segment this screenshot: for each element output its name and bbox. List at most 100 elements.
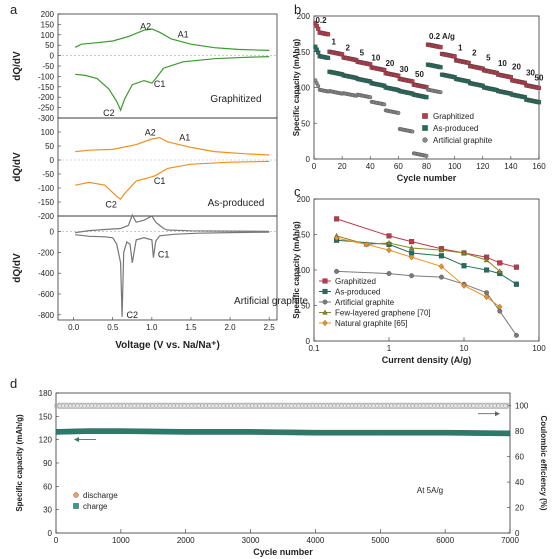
y-tick-label: -100 xyxy=(38,184,55,193)
data-point xyxy=(316,26,321,31)
data-point xyxy=(452,54,457,59)
series-line xyxy=(336,237,501,308)
y-tick-label: 180 xyxy=(39,389,53,398)
y-tick-label: 0 xyxy=(50,156,55,165)
x-axis-label: Cycle number xyxy=(397,173,457,183)
y-tick-label: 50 xyxy=(45,142,54,151)
legend-label: Graphitized xyxy=(335,277,376,286)
data-point xyxy=(386,271,392,277)
data-point xyxy=(513,281,519,287)
y-tick-label: 150 xyxy=(297,231,311,240)
y-tick-label: -200 xyxy=(38,248,55,257)
y-axis-label: Specific capacity (mAh/g) xyxy=(292,38,301,136)
data-point xyxy=(536,100,542,105)
x-tick-label: 160 xyxy=(532,162,546,171)
legend-label: discharge xyxy=(83,491,118,500)
dqdv-discharge-curve xyxy=(75,231,270,317)
subplot-label: Artificial graphite xyxy=(234,296,308,307)
plot-frame-d xyxy=(55,392,511,534)
data-point xyxy=(409,239,415,245)
y-tick-label: 100 xyxy=(41,31,55,40)
y-tick-label: -150 xyxy=(38,83,55,92)
peak-label-A1: A1 xyxy=(179,132,190,142)
subplot-label: Graphitized xyxy=(210,94,261,105)
y-tick-label: -200 xyxy=(38,93,55,102)
peak-label-A2: A2 xyxy=(140,21,151,31)
y-tick-label: -600 xyxy=(38,290,55,299)
data-point xyxy=(386,240,392,246)
dqdv-charge-curve xyxy=(75,136,270,156)
x-tick-label: 60 xyxy=(394,162,403,171)
subplot-label: As-produced xyxy=(208,198,265,209)
rate-label: 5 xyxy=(486,53,491,62)
data-point xyxy=(368,95,373,100)
x-axis-label: Current density (A/g) xyxy=(382,355,472,365)
data-point xyxy=(536,85,542,91)
data-point xyxy=(334,268,340,274)
x-tick-label: 20 xyxy=(338,162,347,171)
y-tick-label: -300 xyxy=(38,114,55,123)
dqdv-discharge-curve xyxy=(75,56,270,112)
x-tick-label: 7000 xyxy=(501,536,519,545)
y-tick-label: 30 xyxy=(43,506,52,515)
y-tick-label-right: 20 xyxy=(515,504,524,513)
y-tick-label: 150 xyxy=(39,412,53,421)
panel-label-d: d xyxy=(10,376,17,391)
rate-label: 50 xyxy=(415,70,424,79)
y-tick-label: 90 xyxy=(43,459,52,468)
rate-label: 0.2 xyxy=(315,16,327,25)
data-point xyxy=(438,65,443,70)
data-point xyxy=(497,260,503,266)
dqdv-charge-curve xyxy=(75,213,270,234)
x-tick-label: 100 xyxy=(448,162,462,171)
y-axis-label: Specific capacity (mAh/g) xyxy=(292,221,301,319)
data-point xyxy=(396,110,401,115)
legend-label: Natural graphite [65] xyxy=(335,319,408,328)
rate-label: 20 xyxy=(512,63,521,72)
legend-label: Artificial graphite xyxy=(433,136,493,145)
data-point xyxy=(497,303,503,311)
annotation: At 5A/g xyxy=(417,486,443,495)
dqdv-frame-2 xyxy=(57,215,278,321)
x-tick-label: 4000 xyxy=(307,536,325,545)
data-point xyxy=(363,241,370,248)
peak-label-C2: C2 xyxy=(127,310,139,320)
y-tick-label-right: 100 xyxy=(515,402,529,411)
y-tick-label: 150 xyxy=(297,48,311,57)
x-tick-label: 3000 xyxy=(242,536,260,545)
rate-label: 10 xyxy=(371,53,380,62)
legend-label: Few-layered graphene [70] xyxy=(335,309,431,318)
peak-label-C1: C1 xyxy=(158,250,170,260)
legend-marker xyxy=(322,309,328,315)
x-tick-label: 80 xyxy=(422,162,431,171)
x-tick-label: 1.0 xyxy=(146,323,158,332)
y-tick-label-right: 60 xyxy=(515,453,524,462)
x-tick-label: 1 xyxy=(387,344,392,353)
data-point xyxy=(513,332,519,338)
data-point xyxy=(438,263,445,270)
y-axis-label: dQ/dV xyxy=(12,152,23,182)
dqdv-charge-curve xyxy=(74,28,270,51)
legend-label: As-produced xyxy=(335,288,380,297)
rate-label: 30 xyxy=(526,68,535,77)
x-tick-label: 140 xyxy=(504,162,518,171)
y-tick-label: 0 xyxy=(48,529,53,538)
x-tick-label: 5000 xyxy=(371,536,389,545)
y-tick-label: 120 xyxy=(39,436,53,445)
data-point xyxy=(410,129,415,134)
y-tick-label-right: 0 xyxy=(515,529,520,538)
y-axis-label: dQ/dV xyxy=(12,51,23,81)
rate-label: 30 xyxy=(400,65,409,74)
data-point xyxy=(386,246,392,254)
legend-marker xyxy=(322,319,328,327)
y-tick-label: 50 xyxy=(45,41,54,50)
y-axis-label: dQ/dV xyxy=(12,253,23,283)
data-point xyxy=(408,254,415,261)
rate-label: 10 xyxy=(498,59,507,68)
data-point xyxy=(316,50,321,55)
series-line xyxy=(336,218,517,268)
y-tick-label: 100 xyxy=(297,84,311,93)
y-tick-label: 50 xyxy=(301,119,310,128)
x-tick-label: 2000 xyxy=(177,536,195,545)
panel-label-b: b xyxy=(294,2,301,17)
